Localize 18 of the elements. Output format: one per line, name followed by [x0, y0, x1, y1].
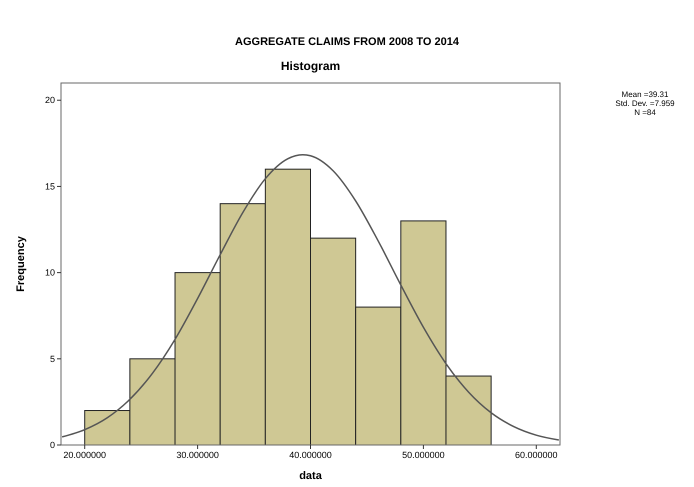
- x-tick-label: 30.000000: [176, 450, 219, 460]
- line-series: [61, 154, 560, 441]
- x-tick-label: 40.000000: [289, 450, 332, 460]
- y-tick-label: 0: [50, 440, 55, 450]
- text: Std. Dev. =7.959: [615, 99, 676, 108]
- y-tick-label: 10: [44, 268, 55, 278]
- y-tick-label: 15: [44, 181, 55, 192]
- x-tick-label: 50.000000: [402, 450, 445, 460]
- text: N =84: [634, 108, 656, 117]
- x-tick-label: 60.000000: [515, 450, 558, 460]
- chart-subtitle: Histogram: [280, 59, 340, 73]
- x-axis-title: data: [299, 470, 323, 482]
- y-tick-label: 20: [44, 95, 55, 106]
- text: Mean =39.31: [622, 90, 670, 99]
- y-tick-label: 5: [50, 354, 55, 364]
- y-axis-title: Frequency: [15, 235, 27, 292]
- chart-title: AGGREGATE CLAIMS FROM 2008 TO 2014: [235, 36, 460, 48]
- x-tick-label: 20.000000: [63, 450, 106, 460]
